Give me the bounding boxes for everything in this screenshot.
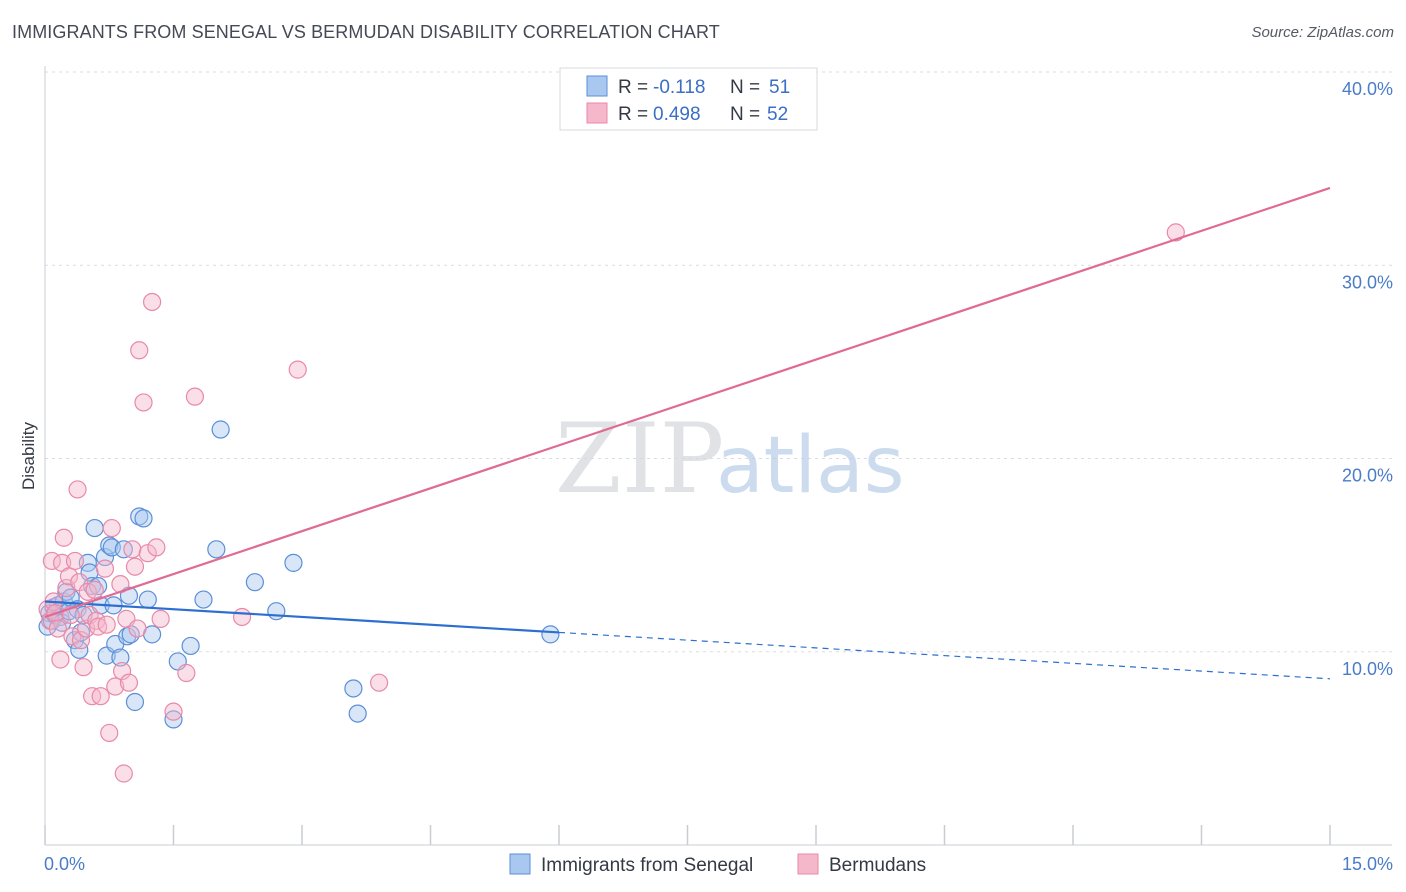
point-bermudans-12 bbox=[63, 627, 82, 646]
y-axis-ticks: 10.0% 20.0% 30.0% 40.0% bbox=[1342, 79, 1393, 679]
point-senegal-41 bbox=[181, 636, 200, 656]
legend-swatch-bermudans bbox=[586, 102, 608, 124]
legend-r-label-2: R = bbox=[618, 104, 648, 125]
legend-n-value-2: 52 bbox=[767, 104, 788, 125]
point-bermudans-8 bbox=[54, 528, 73, 547]
legend-r-value-2: 0.498 bbox=[653, 104, 701, 125]
point-senegal-36 bbox=[134, 509, 153, 528]
point-bermudans-25 bbox=[91, 687, 110, 706]
trend-line-senegal bbox=[44, 600, 560, 634]
point-bermudans-48 bbox=[232, 607, 252, 627]
point-bermudans-26 bbox=[95, 559, 115, 578]
x-tick-label-1: 15.0% bbox=[1342, 854, 1393, 874]
watermark-atlas: atlas bbox=[716, 421, 905, 511]
series-swatch-senegal bbox=[509, 853, 531, 875]
series-label-senegal: Immigrants from Senegal bbox=[541, 855, 753, 876]
point-bermudans-29 bbox=[102, 518, 121, 538]
point-senegal-42 bbox=[194, 590, 213, 609]
point-senegal-48 bbox=[344, 679, 363, 698]
x-axis-ticks: 0.0% 15.0% bbox=[44, 854, 1393, 874]
point-bermudans-32 bbox=[112, 661, 132, 681]
point-senegal-20 bbox=[85, 518, 104, 538]
y-tick-label-1: 20.0% bbox=[1342, 466, 1393, 486]
point-bermudans-5 bbox=[48, 619, 67, 638]
point-bermudans-35 bbox=[119, 673, 139, 692]
point-bermudans-43 bbox=[147, 538, 166, 557]
point-bermudans-40 bbox=[134, 393, 153, 412]
point-bermudans-19 bbox=[78, 582, 97, 601]
watermark: ZIP atlas bbox=[555, 403, 905, 515]
trend-line-senegal-extension bbox=[558, 631, 1331, 680]
point-bermudans-28 bbox=[100, 723, 119, 743]
point-bermudans-27 bbox=[97, 615, 116, 634]
legend-r-label-1: R = bbox=[618, 77, 648, 98]
y-axis-label: Disability bbox=[19, 421, 38, 490]
point-bermudans-42 bbox=[142, 292, 162, 312]
point-senegal-25 bbox=[100, 536, 119, 555]
data-points bbox=[38, 223, 1185, 783]
point-bermudans-33 bbox=[114, 764, 133, 783]
legend-r-value-1: -0.118 bbox=[653, 77, 705, 98]
point-senegal-46 bbox=[267, 602, 286, 621]
point-bermudans-16 bbox=[71, 631, 91, 650]
legend-n-label-1: N = bbox=[730, 77, 760, 98]
point-bermudans-44 bbox=[151, 609, 170, 628]
point-bermudans-38 bbox=[128, 619, 147, 638]
point-bermudans-39 bbox=[130, 341, 149, 360]
point-bermudans-51 bbox=[1166, 223, 1185, 242]
point-senegal-29 bbox=[111, 648, 130, 667]
point-senegal-50 bbox=[541, 625, 560, 644]
point-bermudans-17 bbox=[74, 658, 93, 677]
point-bermudans-45 bbox=[164, 702, 183, 721]
point-senegal-39 bbox=[164, 710, 183, 729]
watermark-zip: ZIP bbox=[555, 403, 724, 515]
point-senegal-43 bbox=[207, 540, 226, 559]
point-bermudans-50 bbox=[370, 673, 389, 692]
point-senegal-34 bbox=[125, 692, 145, 712]
point-senegal-47 bbox=[284, 553, 303, 572]
point-bermudans-13 bbox=[65, 551, 85, 571]
stats-legend: R = -0.118 N = 51 R = 0.498 N = 52 bbox=[559, 67, 818, 131]
point-bermudans-22 bbox=[85, 580, 104, 600]
legend-swatch-senegal bbox=[586, 75, 608, 97]
point-bermudans-46 bbox=[177, 663, 196, 683]
series-label-bermudans: Bermudans bbox=[829, 855, 926, 876]
point-senegal-37 bbox=[138, 590, 157, 609]
chart-title: IMMIGRANTS FROM SENEGAL VS BERMUDAN DISA… bbox=[12, 22, 720, 42]
x-tick-label-0: 0.0% bbox=[44, 854, 85, 874]
point-senegal-44 bbox=[211, 420, 230, 439]
trend-line-bermudans bbox=[44, 186, 1331, 619]
point-bermudans-14 bbox=[68, 480, 87, 499]
trend-lines bbox=[44, 186, 1331, 680]
legend-n-label-2: N = bbox=[730, 104, 760, 125]
axes bbox=[44, 66, 1392, 846]
point-bermudans-36 bbox=[123, 540, 142, 559]
point-bermudans-30 bbox=[106, 677, 125, 696]
point-senegal-49 bbox=[348, 704, 367, 723]
source-label: Source: ZipAtlas.com bbox=[1251, 24, 1394, 41]
point-bermudans-10 bbox=[59, 567, 79, 586]
point-bermudans-49 bbox=[288, 360, 307, 379]
grid-lines bbox=[45, 71, 1392, 653]
series-swatch-bermudans bbox=[797, 853, 819, 875]
y-tick-label-2: 30.0% bbox=[1342, 272, 1393, 292]
point-senegal-45 bbox=[245, 573, 264, 592]
series-legend: Immigrants from Senegal Bermudans bbox=[509, 853, 926, 876]
point-bermudans-6 bbox=[51, 650, 70, 669]
point-bermudans-47 bbox=[185, 387, 205, 406]
y-tick-label-3: 40.0% bbox=[1342, 79, 1393, 99]
point-bermudans-37 bbox=[125, 557, 145, 576]
y-tick-label-0: 10.0% bbox=[1342, 659, 1393, 679]
legend-n-value-1: 51 bbox=[769, 77, 790, 98]
